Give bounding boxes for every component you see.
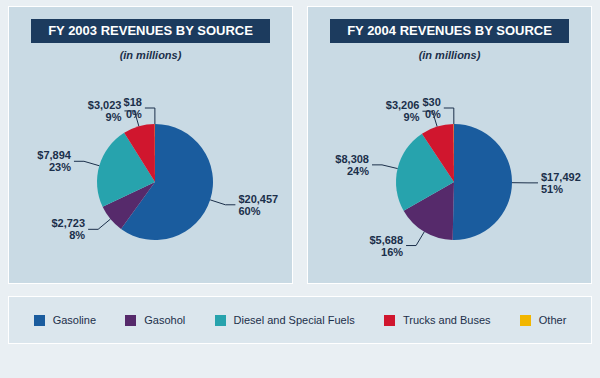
html-text:FY 2003 REVENUES BY SOURCE: FY 2003 REVENUES BY SOURCE <box>48 23 253 38</box>
svg-text:0%: 0% <box>425 108 441 120</box>
svg-text:$7,894: $7,894 <box>37 149 72 161</box>
svg-text:60%: 60% <box>238 205 260 217</box>
svg-text:23%: 23% <box>49 161 71 173</box>
svg-text:$8,308: $8,308 <box>335 153 369 165</box>
svg-text:$20,457: $20,457 <box>238 193 278 205</box>
svg-text:$17,492: $17,492 <box>541 171 581 183</box>
html-text:(in millions): (in millions) <box>119 49 182 61</box>
svg-text:9%: 9% <box>106 111 122 123</box>
svg-text:$30: $30 <box>422 96 440 108</box>
html-text:(in millions): (in millions) <box>418 49 481 61</box>
svg-text:$18: $18 <box>124 96 142 108</box>
svg-text:16%: 16% <box>381 246 403 258</box>
svg-text:8%: 8% <box>69 229 85 241</box>
svg-text:51%: 51% <box>541 183 563 195</box>
svg-text:$2,723: $2,723 <box>51 217 85 229</box>
svg-text:0%: 0% <box>126 108 142 120</box>
html-text:Gasoline: Gasoline <box>52 314 96 326</box>
html-text:Gasohol: Gasohol <box>144 314 186 326</box>
html-text:Other: Other <box>538 314 567 326</box>
html-text:Diesel and Special Fuels: Diesel and Special Fuels <box>233 314 355 326</box>
html-text:Trucks and Buses: Trucks and Buses <box>402 314 491 326</box>
svg-text:24%: 24% <box>347 165 369 177</box>
svg-text:9%: 9% <box>404 111 420 123</box>
html-text:FY 2004 REVENUES BY SOURCE: FY 2004 REVENUES BY SOURCE <box>347 23 552 38</box>
svg-text:$3,023: $3,023 <box>88 99 122 111</box>
svg-text:$5,688: $5,688 <box>369 234 403 246</box>
svg-text:$3,206: $3,206 <box>386 99 420 111</box>
